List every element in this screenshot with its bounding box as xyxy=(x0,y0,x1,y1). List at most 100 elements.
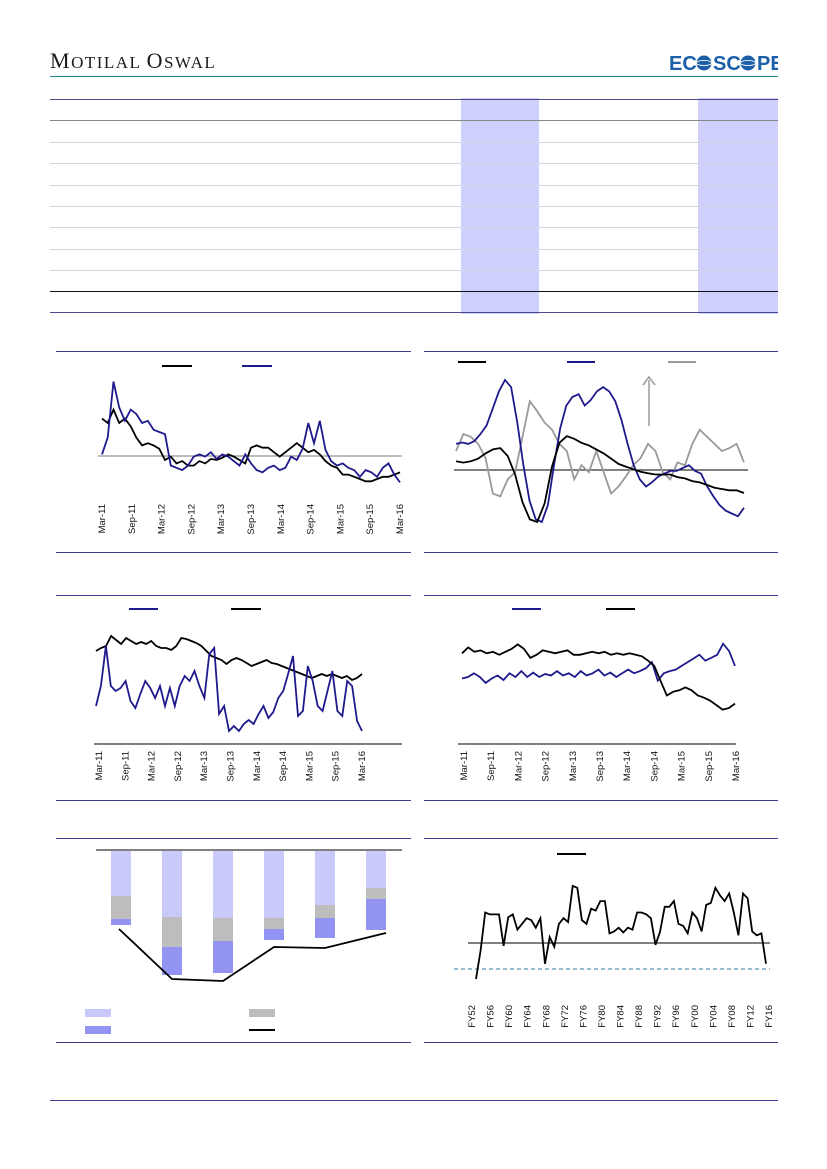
table-total-rule xyxy=(50,291,778,292)
logo-text-left: EC xyxy=(669,53,697,75)
chart-3-tick-label: Mar-16 xyxy=(357,751,368,781)
chart-4-tick-label: Sep-14 xyxy=(649,751,660,782)
chart-2-series-grey xyxy=(455,399,745,498)
panel-5-bottom-rule xyxy=(56,1042,411,1043)
chart-6-tick-label: FY56 xyxy=(486,1005,497,1028)
chart-1-tick-label: Sep-14 xyxy=(306,504,317,535)
chart-6-tick-label: FY80 xyxy=(597,1005,608,1028)
footer-rule xyxy=(50,1100,778,1101)
table-row xyxy=(50,163,778,164)
chart-3-tick-label: Mar-11 xyxy=(94,751,105,780)
chart-4-tick-label: Mar-12 xyxy=(513,751,524,781)
brand-rest-2: SWAL xyxy=(163,53,217,72)
chart-5-bar-light xyxy=(315,851,335,905)
chart-4-tick-label: Sep-11 xyxy=(486,751,497,781)
chart-5-bar-grey xyxy=(111,896,131,919)
chart-1-tick-label: Mar-11 xyxy=(97,504,108,533)
table-row xyxy=(50,227,778,228)
chart-4-tick-label: Mar-15 xyxy=(677,751,688,781)
chart-6-tick-label: FY64 xyxy=(523,1005,534,1028)
chart-1-tick-label: Sep-15 xyxy=(365,504,376,535)
logo-text-right: SC xyxy=(713,53,741,75)
chart-1-series-black xyxy=(101,407,401,483)
logo-globe-1-band xyxy=(696,59,712,67)
panel-5-top-rule xyxy=(56,838,411,839)
chart-5-legend-mid-swatch xyxy=(85,1026,111,1034)
chart-1-tick-label: Mar-14 xyxy=(276,504,287,534)
chart-5 xyxy=(85,849,402,1034)
chart-6-tick-label: FY88 xyxy=(634,1005,645,1028)
chart-3-tick-label: Sep-12 xyxy=(173,751,184,782)
chart-5-bar-light xyxy=(111,851,131,896)
chart-1-tick-label: Sep-13 xyxy=(246,504,257,535)
chart-6-tick-label: FY12 xyxy=(745,1005,756,1028)
chart-2-series-navy xyxy=(455,378,745,524)
chart-6-tick-label: FY08 xyxy=(727,1005,738,1028)
panel-2-top-rule xyxy=(424,351,778,352)
data-table xyxy=(50,98,778,314)
chart-3-series-navy xyxy=(95,645,363,733)
chart-5-bar-light xyxy=(264,851,284,918)
chart-1-tick-label: Mar-16 xyxy=(395,504,406,534)
chart-4: Mar-11 Sep-11 Mar-12 Sep-12 Mar-13 Sep-13 Mar-… xyxy=(458,608,742,782)
chart-5-bar-mid xyxy=(111,919,131,925)
ecoscope-logo-icon: EC SC PE xyxy=(669,53,784,75)
chart-6-series-black xyxy=(475,884,767,980)
chart-4-tick-label: Mar-14 xyxy=(622,751,633,781)
chart-3-tick-label: Sep-15 xyxy=(331,751,342,782)
chart-6-tick-label: FY00 xyxy=(690,1005,701,1028)
chart-4-series-navy xyxy=(461,642,736,685)
table-row xyxy=(50,142,778,143)
chart-4-tick-label: Mar-11 xyxy=(459,751,470,780)
chart-6-tick-label: FY96 xyxy=(671,1005,682,1028)
chart-5-bar-mid xyxy=(315,918,335,938)
chart-6-tick-label: FY76 xyxy=(578,1005,589,1028)
chart-4-tick-label: Sep-13 xyxy=(595,751,606,782)
chart-5-bar-grey xyxy=(162,917,182,947)
chart-5-bar-mid xyxy=(366,899,386,930)
logo-globe-2-band xyxy=(740,59,756,67)
chart-4-series-black xyxy=(461,643,736,711)
chart-4-tick-label: Sep-12 xyxy=(541,751,552,782)
chart-5-bar-mid xyxy=(264,929,284,940)
panel-2-bottom-rule xyxy=(424,552,778,553)
chart-5-bar-mid xyxy=(213,941,233,973)
table-row xyxy=(50,270,778,271)
chart-3: Mar-11 Sep-11 Mar-12 Sep-12 Mar-13 Sep-13 Mar-… xyxy=(94,608,402,782)
chart-3-tick-label: Mar-12 xyxy=(147,751,158,781)
panel-3-top-rule xyxy=(56,595,411,596)
chart-3-tick-label: Sep-11 xyxy=(120,751,131,781)
chart-5-bar-grey xyxy=(315,905,335,918)
chart-2-annotation-arrow-head-icon xyxy=(642,375,656,386)
chart-6-tick-label: FY52 xyxy=(467,1005,478,1028)
table-row xyxy=(50,206,778,207)
table-rule-bottom xyxy=(50,312,778,313)
chart-5-bar-grey xyxy=(366,888,386,899)
chart-3-series-black xyxy=(95,634,363,682)
panel-3-bottom-rule xyxy=(56,800,411,801)
chart-1-tick-label: Mar-12 xyxy=(157,504,168,534)
chart-2 xyxy=(454,361,748,524)
chart-1-tick-label: Mar-13 xyxy=(216,504,227,534)
panel-4-top-rule xyxy=(424,595,778,596)
logo-globe-1-icon xyxy=(696,55,712,71)
table-rule-top xyxy=(50,99,778,100)
chart-3-tick-label: Sep-14 xyxy=(278,751,289,782)
panel-1-bottom-rule xyxy=(56,552,411,553)
chart-1-tick-label: Mar-15 xyxy=(335,504,346,534)
chart-3-tick-label: Mar-15 xyxy=(304,751,315,781)
chart-1: Mar-11 Sep-11 Mar-12 Sep-12 Mar-13 Sep-13 Mar-… xyxy=(97,365,406,535)
chart-6: FY52 FY56 FY60 FY64 FY68 FY72 FY76 FY80 FY84 FY88… xyxy=(454,853,775,1028)
brand-initial-o: O xyxy=(146,48,164,73)
panel-4-bottom-rule xyxy=(424,800,778,801)
chart-1-tick-label: Sep-11 xyxy=(127,504,138,534)
ecoscope-logo: EC SC PE xyxy=(668,48,784,76)
panel-1-top-rule xyxy=(56,351,411,352)
chart-4-tick-label: Mar-16 xyxy=(731,751,742,781)
table-row xyxy=(50,249,778,250)
chart-3-tick-label: Mar-14 xyxy=(252,751,263,781)
chart-5-bar-grey xyxy=(264,918,284,929)
table-row xyxy=(50,185,778,186)
chart-4-tick-label: Sep-15 xyxy=(704,751,715,782)
chart-5-bar-light xyxy=(366,851,386,888)
